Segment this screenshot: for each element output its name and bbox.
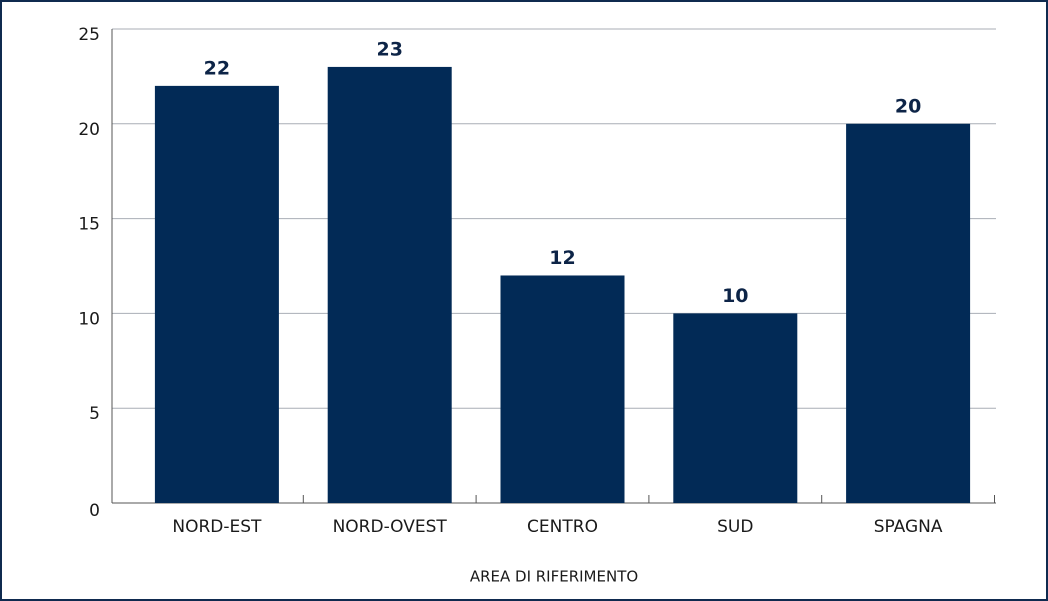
data-label: 20 xyxy=(895,95,921,117)
x-tick-label: SUD xyxy=(717,517,753,537)
bar xyxy=(154,85,279,503)
y-tick-label: 10 xyxy=(78,309,100,329)
data-label: 22 xyxy=(204,57,230,79)
y-tick-label: 0 xyxy=(89,501,100,521)
y-tick-label: 25 xyxy=(78,25,100,45)
bar xyxy=(673,313,798,503)
bar xyxy=(500,275,625,503)
data-label: 12 xyxy=(549,247,575,269)
data-label: 10 xyxy=(722,285,748,307)
y-tick-label: 5 xyxy=(89,404,100,424)
y-tick-label: 15 xyxy=(78,215,100,235)
x-tick-label: NORD-OVEST xyxy=(333,517,448,537)
y-tick-label: 20 xyxy=(78,120,100,140)
x-axis-label: AREA DI RIFERIMENTO xyxy=(470,568,638,586)
x-tick-label: SPAGNA xyxy=(874,517,943,537)
x-tick-label: CENTRO xyxy=(527,517,598,537)
bar xyxy=(846,123,971,504)
data-label: 23 xyxy=(376,38,402,60)
x-tick-label: NORD-EST xyxy=(172,517,262,537)
bar xyxy=(327,66,452,504)
